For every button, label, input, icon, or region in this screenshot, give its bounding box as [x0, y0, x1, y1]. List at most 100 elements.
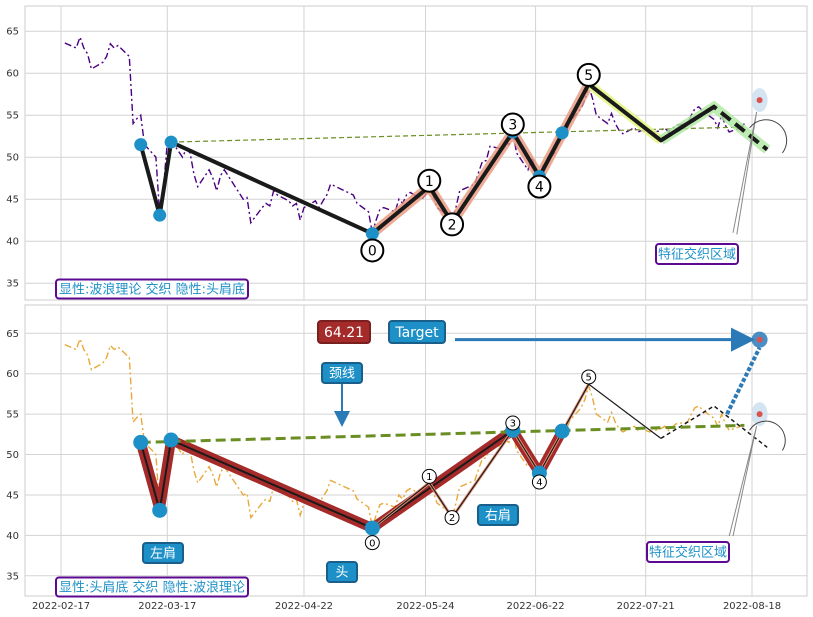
- spotlight-beam: [728, 426, 758, 537]
- spotlight-dot: [756, 97, 763, 104]
- y-tick-label: 40: [6, 531, 19, 542]
- wave-point-label: 1: [425, 174, 434, 190]
- wave-point-circle: [444, 510, 460, 526]
- wave-point-circle: [500, 112, 525, 137]
- x-tick-label: 2022-05-24: [396, 601, 454, 612]
- neckline: [140, 423, 745, 444]
- x-tick-label: 2022-02-17: [32, 601, 90, 612]
- neckline-label-box: [321, 362, 363, 384]
- wave-point-label: 5: [584, 68, 593, 84]
- left-shoulder-label: 左肩: [142, 542, 184, 564]
- y-tick-label: 40: [6, 237, 19, 248]
- panel-caption-text: 显性:波浪理论 交织 隐性:头肩底: [59, 282, 245, 298]
- pivot-marker: [365, 227, 379, 241]
- head-label-box: [326, 561, 358, 583]
- wave-point-2: 2: [440, 212, 465, 237]
- left-shoulder-label-text: 左肩: [150, 546, 176, 562]
- pivot-marker: [555, 126, 569, 140]
- panel-caption: 显性:头肩底 交织 隐性:波浪理论: [55, 576, 249, 598]
- wave-point-4: 4: [531, 474, 547, 490]
- target-marker-dot: [756, 336, 763, 343]
- y-tick-label: 65: [6, 329, 19, 340]
- wave-point-circle: [527, 174, 552, 199]
- wave-point-circle: [531, 474, 547, 490]
- y-tick-label: 35: [6, 279, 19, 290]
- target-label-box: [388, 320, 446, 344]
- feature-zone-label-text: 特征交织区域: [649, 545, 727, 561]
- y-tick-label: 45: [6, 195, 19, 206]
- wave-point-2: 2: [444, 510, 460, 526]
- neckline-label-text: 颈线: [329, 367, 355, 382]
- spotlight-arc: [749, 119, 788, 154]
- pivot-marker: [134, 138, 148, 152]
- wave-point-label: 5: [586, 373, 592, 384]
- wave-point-circle: [581, 369, 597, 385]
- feature-zone-label: 特征交织区域: [655, 243, 739, 265]
- wave-point-4: 4: [527, 174, 552, 199]
- target-projection: [725, 346, 762, 416]
- wave-point-circle: [360, 238, 385, 263]
- wave-point-label: 1: [426, 472, 432, 483]
- wave-point-label: 0: [368, 243, 377, 259]
- pivot-marker: [133, 434, 149, 450]
- head-label: 头: [326, 561, 358, 583]
- right-shoulder-label-box: [477, 504, 519, 526]
- wave-point-circle: [576, 62, 601, 87]
- wave-point-circle: [364, 535, 380, 551]
- target-value-label: 64.21: [317, 320, 371, 344]
- neckline-label: 颈线: [321, 362, 363, 384]
- wave-point-1: 1: [417, 168, 442, 193]
- panel-caption: 显性:波浪理论 交织 隐性:头肩底: [55, 278, 249, 300]
- pivot-marker: [554, 423, 570, 439]
- spotlight-dot: [756, 411, 763, 418]
- x-tick-label: 2022-03-17: [138, 601, 196, 612]
- wave-point-label: 0: [369, 538, 375, 549]
- wave-point-circle: [440, 212, 465, 237]
- wave-point-label: 4: [536, 478, 542, 489]
- panel-caption-box: [55, 278, 249, 300]
- y-tick-label: 60: [6, 69, 19, 80]
- spotlight-arc: [749, 420, 786, 451]
- wave-point-label: 2: [449, 513, 455, 524]
- wave-point-0: 0: [360, 238, 385, 263]
- pivot-marker: [152, 502, 168, 518]
- x-tick-label: 2022-06-22: [507, 601, 565, 612]
- panel-caption-box: [55, 576, 249, 598]
- pivot-marker: [364, 520, 380, 536]
- wave-point-3: 3: [505, 415, 521, 431]
- target-value-label-text: 64.21: [324, 325, 364, 341]
- feature-zone-label-text: 特征交织区域: [658, 247, 736, 263]
- spotlight-beam: [732, 111, 758, 235]
- y-tick-label: 55: [6, 111, 19, 122]
- y-tick-label: 35: [6, 571, 19, 582]
- right-shoulder-label: 右肩: [477, 504, 519, 526]
- feature-zone-label-box: [646, 541, 730, 563]
- wave-point-label: 2: [448, 217, 457, 233]
- y-tick-label: 45: [6, 490, 19, 501]
- wave-point-label: 3: [510, 419, 516, 430]
- y-tick-label: 50: [6, 450, 19, 461]
- feature-zone-label-box: [655, 243, 739, 265]
- wave-point-1: 1: [421, 468, 437, 484]
- pivot-marker: [163, 432, 179, 448]
- y-tick-label: 65: [6, 27, 19, 38]
- feature-zone-label: 特征交织区域: [646, 541, 730, 563]
- pivot-marker: [153, 208, 167, 222]
- wave-point-5: 5: [581, 369, 597, 385]
- left-shoulder-label-box: [142, 542, 184, 564]
- wave-point-3: 3: [500, 112, 525, 137]
- wave-point-circle: [505, 415, 521, 431]
- x-tick-label: 2022-07-21: [617, 601, 675, 612]
- target-label-text: Target: [394, 325, 439, 341]
- panel-caption-text: 显性:头肩底 交织 隐性:波浪理论: [59, 580, 245, 596]
- pivot-marker: [164, 135, 178, 149]
- y-tick-label: 55: [6, 410, 19, 421]
- wave-point-label: 4: [535, 180, 544, 196]
- y-tick-label: 50: [6, 153, 19, 164]
- target-label: Target: [388, 320, 446, 344]
- right-shoulder-label-text: 右肩: [485, 508, 511, 524]
- wave-point-5: 5: [576, 62, 601, 87]
